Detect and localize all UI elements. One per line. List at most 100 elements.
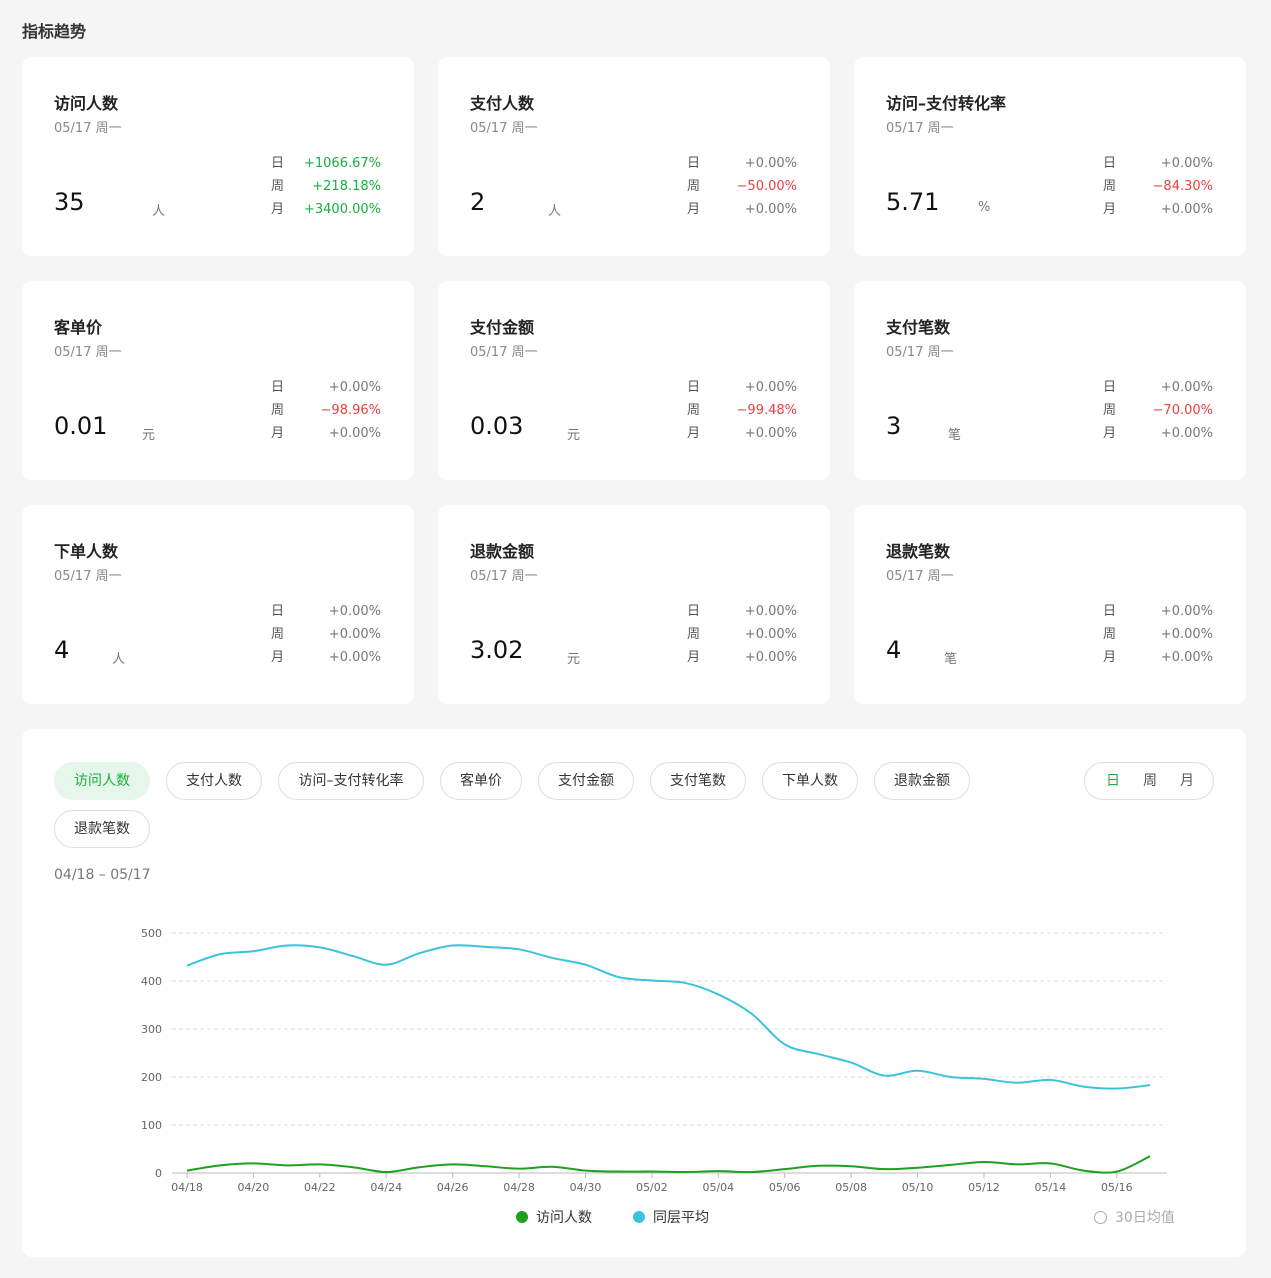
- compare-label: 周: [687, 403, 701, 418]
- y-tick-label: 100: [141, 1119, 162, 1132]
- x-tick-label: 04/30: [570, 1181, 602, 1194]
- compare-list: 日 +1066.67% 周 +218.18% 月 +3400.00%: [271, 152, 381, 221]
- compare-label: 日: [1103, 380, 1117, 395]
- period-switch: 日 周 月: [1084, 762, 1214, 800]
- compare-label: 月: [1103, 650, 1117, 665]
- compare-label: 周: [271, 627, 285, 642]
- compare-value: +0.00%: [328, 380, 381, 395]
- chart-panel: 访问人数 支付人数 访问–支付转化率 客单价 支付金额 支付笔数 下单人数 退款金额 退款笔数 …: [22, 729, 1246, 1257]
- card-unit: 笔: [948, 428, 962, 443]
- card-title: 支付笔数: [886, 318, 951, 337]
- legend-item-peer[interactable]: 同层平均: [633, 1207, 709, 1227]
- card-date: 05/17 周一: [470, 345, 538, 360]
- period-day-tab[interactable]: 日: [1106, 773, 1120, 789]
- card-value: 4: [886, 636, 902, 664]
- metric-tab[interactable]: 支付金额: [538, 762, 634, 800]
- compare-row: 月 +0.00%: [687, 646, 797, 669]
- metric-tab[interactable]: 下单人数: [762, 762, 858, 800]
- radio-circle-icon: [1094, 1210, 1107, 1224]
- compare-row: 月 +0.00%: [1103, 422, 1213, 445]
- card-value: 5.71: [886, 188, 940, 216]
- metric-card[interactable]: 下单人数 05/17 周一 4 人 日 +0.00% 周 +0.00% 月 +0…: [22, 505, 414, 704]
- metric-card[interactable]: 支付人数 05/17 周一 2 人 日 +0.00% 周 −50.00% 月 +…: [438, 57, 830, 256]
- compare-value: +3400.00%: [303, 202, 381, 217]
- compare-value: +0.00%: [1160, 156, 1213, 171]
- compare-row: 周 −99.48%: [687, 399, 797, 422]
- compare-value: +0.00%: [328, 426, 381, 441]
- compare-value: +0.00%: [744, 650, 797, 665]
- compare-label: 日: [1103, 604, 1117, 619]
- metric-tab[interactable]: 支付人数: [166, 762, 262, 800]
- series-line-peer: [186, 944, 1151, 1090]
- card-date: 05/17 周一: [470, 569, 538, 584]
- card-title: 访问–支付转化率: [886, 94, 1007, 113]
- metric-card[interactable]: 退款金额 05/17 周一 3.02 元 日 +0.00% 周 +0.00% 月…: [438, 505, 830, 704]
- compare-row: 月 +0.00%: [271, 422, 381, 445]
- metric-tab[interactable]: 支付笔数: [650, 762, 746, 800]
- compare-label: 周: [1103, 403, 1117, 418]
- compare-row: 周 +0.00%: [687, 623, 797, 646]
- x-tick-label: 05/14: [1035, 1181, 1067, 1194]
- compare-row: 日 +0.00%: [271, 600, 381, 623]
- compare-label: 日: [687, 380, 701, 395]
- metric-card[interactable]: 访问–支付转化率 05/17 周一 5.71 % 日 +0.00% 周 −84.…: [854, 57, 1246, 256]
- compare-label: 日: [1103, 156, 1117, 171]
- compare-label: 周: [687, 627, 701, 642]
- avg-30-day-toggle[interactable]: 30日均值: [1094, 1207, 1175, 1227]
- metric-tab[interactable]: 退款金额: [874, 762, 970, 800]
- card-value: 0.03: [470, 412, 524, 440]
- y-tick-label: 0: [155, 1167, 162, 1180]
- compare-value: −84.30%: [1152, 179, 1213, 194]
- compare-row: 日 +0.00%: [687, 152, 797, 175]
- metric-tab[interactable]: 退款笔数: [54, 810, 150, 848]
- compare-label: 月: [271, 426, 285, 441]
- x-tick-label: 05/02: [636, 1181, 668, 1194]
- x-tick-label: 05/08: [835, 1181, 867, 1194]
- compare-row: 月 +3400.00%: [271, 198, 381, 221]
- metric-card[interactable]: 支付金额 05/17 周一 0.03 元 日 +0.00% 周 −99.48% …: [438, 281, 830, 480]
- compare-label: 月: [687, 202, 701, 217]
- compare-row: 日 +0.00%: [1103, 600, 1213, 623]
- card-unit: 元: [567, 428, 581, 443]
- x-tick-label: 04/28: [503, 1181, 535, 1194]
- period-month-tab[interactable]: 月: [1180, 773, 1194, 789]
- compare-row: 月 +0.00%: [1103, 646, 1213, 669]
- compare-list: 日 +0.00% 周 −50.00% 月 +0.00%: [687, 152, 797, 221]
- compare-label: 日: [271, 156, 285, 171]
- compare-value: +0.00%: [744, 202, 797, 217]
- card-value: 4: [54, 636, 70, 664]
- compare-row: 月 +0.00%: [687, 422, 797, 445]
- compare-value: +1066.67%: [303, 156, 381, 171]
- metric-card[interactable]: 退款笔数 05/17 周一 4 笔 日 +0.00% 周 +0.00% 月 +0…: [854, 505, 1246, 704]
- legend-item-self[interactable]: 访问人数: [516, 1207, 592, 1227]
- card-unit: %: [978, 200, 991, 215]
- compare-label: 月: [271, 202, 285, 217]
- card-title: 客单价: [54, 318, 103, 337]
- compare-label: 周: [1103, 627, 1117, 642]
- metric-card[interactable]: 访问人数 05/17 周一 35 人 日 +1066.67% 周 +218.18…: [22, 57, 414, 256]
- card-date: 05/17 周一: [54, 569, 122, 584]
- legend-dot-icon: [633, 1211, 645, 1223]
- card-date: 05/17 周一: [886, 121, 954, 136]
- metric-card[interactable]: 支付笔数 05/17 周一 3 笔 日 +0.00% 周 −70.00% 月 +…: [854, 281, 1246, 480]
- compare-row: 日 +0.00%: [687, 376, 797, 399]
- compare-value: +0.00%: [744, 156, 797, 171]
- card-value: 3.02: [470, 636, 524, 664]
- compare-list: 日 +0.00% 周 −84.30% 月 +0.00%: [1103, 152, 1213, 221]
- compare-value: +0.00%: [1160, 604, 1213, 619]
- metric-tab[interactable]: 访问人数: [54, 762, 150, 800]
- compare-row: 周 −98.96%: [271, 399, 381, 422]
- compare-row: 周 +0.00%: [271, 623, 381, 646]
- card-unit: 元: [142, 428, 156, 443]
- compare-label: 日: [271, 380, 285, 395]
- compare-label: 周: [271, 179, 285, 194]
- compare-value: +0.00%: [328, 604, 381, 619]
- period-week-tab[interactable]: 周: [1143, 773, 1157, 789]
- card-unit: 笔: [944, 652, 958, 667]
- compare-label: 日: [687, 604, 701, 619]
- metric-tab[interactable]: 客单价: [440, 762, 522, 800]
- metric-tab[interactable]: 访问–支付转化率: [278, 762, 424, 800]
- legend-label: 同层平均: [653, 1210, 709, 1226]
- metric-card[interactable]: 客单价 05/17 周一 0.01 元 日 +0.00% 周 −98.96% 月…: [22, 281, 414, 480]
- compare-value: +0.00%: [744, 426, 797, 441]
